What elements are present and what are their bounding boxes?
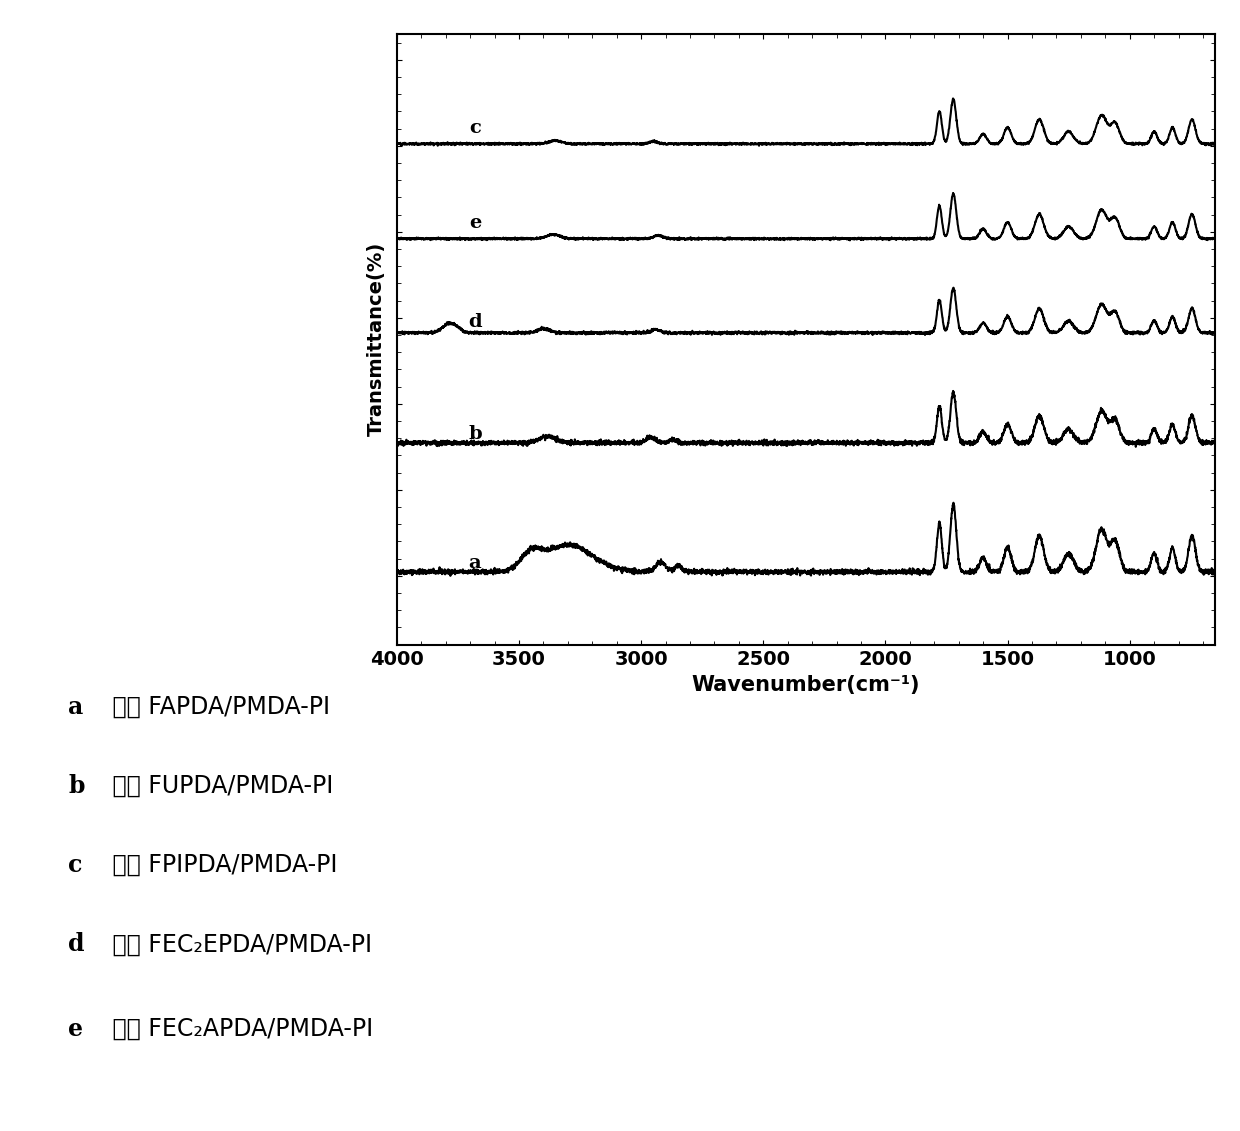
Text: 对应 FEC₂EPDA/PMDA-PI: 对应 FEC₂EPDA/PMDA-PI (105, 932, 372, 957)
Text: c: c (68, 853, 83, 878)
Y-axis label: Transmittance(%): Transmittance(%) (367, 242, 386, 437)
Text: e: e (68, 1017, 83, 1042)
Text: d: d (68, 932, 84, 957)
Text: b: b (68, 774, 84, 798)
Text: 对应 FAPDA/PMDA-PI: 对应 FAPDA/PMDA-PI (105, 694, 331, 719)
Text: 对应 FPIPDA/PMDA-PI: 对应 FPIPDA/PMDA-PI (105, 853, 337, 878)
X-axis label: Wavenumber(cm⁻¹): Wavenumber(cm⁻¹) (692, 675, 920, 696)
Text: d: d (469, 312, 482, 330)
Text: a: a (68, 694, 83, 719)
Text: a: a (469, 553, 481, 571)
Text: b: b (469, 424, 482, 442)
Text: c: c (469, 119, 481, 137)
Text: 对应 FUPDA/PMDA-PI: 对应 FUPDA/PMDA-PI (105, 774, 334, 798)
Text: 对应 FEC₂APDA/PMDA-PI: 对应 FEC₂APDA/PMDA-PI (105, 1017, 373, 1042)
Text: e: e (469, 214, 481, 232)
